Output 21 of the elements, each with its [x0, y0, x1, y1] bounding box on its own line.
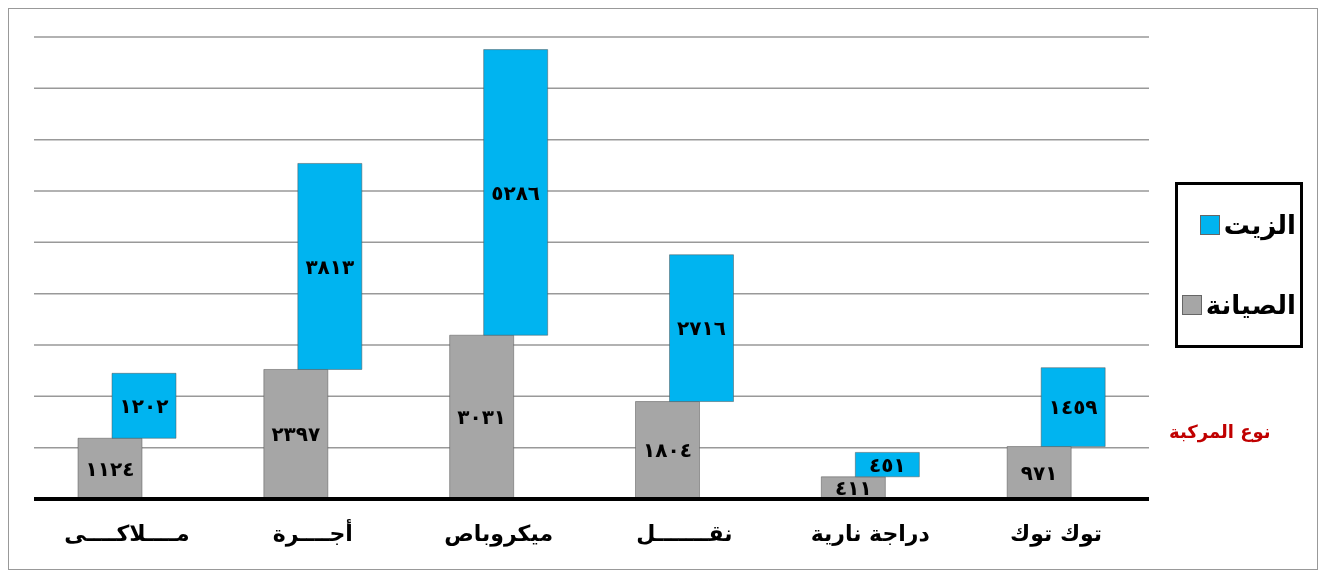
legend-label: الصيانة — [1205, 290, 1296, 320]
data-label: ١٤٥٩ — [1048, 395, 1098, 420]
x-tick-label: نقـــــــل — [636, 521, 733, 546]
x-tick-label: مــــلاكــــى — [64, 521, 190, 546]
x-axis-title: نوع المركبة — [1169, 421, 1271, 442]
data-label: ٥٢٨٦ — [491, 180, 541, 205]
data-label: ٢٧١٦ — [677, 316, 726, 341]
data-label: ٣٠٣١ — [457, 405, 507, 430]
data-label: ١١٢٤ — [85, 456, 135, 481]
data-label: ١٢٠٢ — [119, 393, 169, 418]
data-label: ٤٥١ — [869, 452, 906, 477]
data-label: ٣٨١٣ — [305, 254, 355, 279]
x-tick-label: دراجة نارية — [810, 521, 930, 546]
data-label: ١٨٠٤ — [643, 438, 692, 463]
data-label: ٢٣٩٧ — [271, 422, 321, 447]
x-tick-label: توك توك — [1010, 521, 1103, 547]
data-label: ٩٧١ — [1020, 460, 1058, 485]
x-tick-label: ميكروباص — [444, 521, 554, 547]
legend-label: الزيت — [1223, 210, 1296, 240]
data-label: ٤١١ — [835, 476, 872, 500]
x-tick-label: أجــــرة — [272, 518, 353, 547]
